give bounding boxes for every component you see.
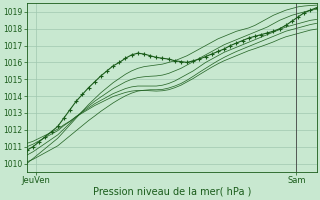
X-axis label: Pression niveau de la mer( hPa ): Pression niveau de la mer( hPa )	[92, 187, 251, 197]
